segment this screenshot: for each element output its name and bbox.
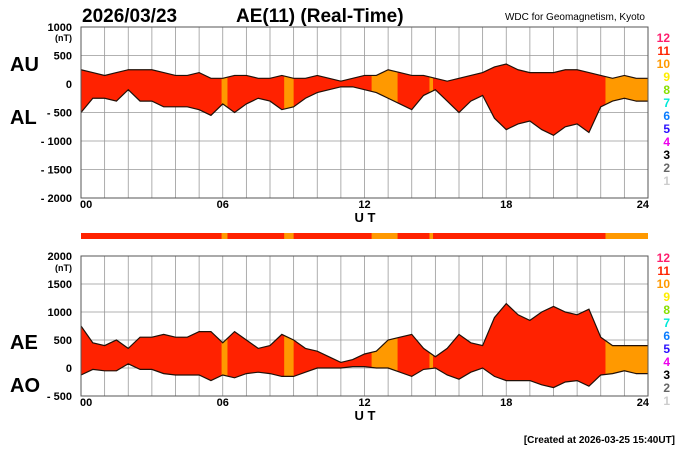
station-count-legend-5: 5 [663, 122, 670, 136]
series-line-al [80, 86, 648, 136]
created-footer: [Created at 2026-03-25 15:40UT] [524, 435, 675, 446]
unit-label-bottom: (nT) [55, 263, 72, 273]
area-fill-10-stations [284, 303, 294, 388]
x-tick-label: 12 [358, 199, 370, 211]
x-axis-label-top: U T [355, 210, 376, 225]
area-fill-10-stations [371, 303, 398, 388]
x-tick-label: 12 [358, 397, 370, 409]
x-tick-label: 00 [80, 397, 92, 409]
chart-title: AE(11) (Real-Time) [236, 6, 404, 27]
y-tick-label: 0 [66, 79, 72, 91]
station-count-legend-6: 6 [663, 329, 670, 343]
station-count-legend-3: 3 [663, 148, 670, 162]
band-11-stations [81, 233, 648, 239]
y-tick-label: 500 [54, 51, 72, 63]
y-tick-label: - 1000 [41, 136, 72, 148]
station-count-legend-8: 8 [663, 83, 670, 97]
au-label: AU [10, 54, 39, 76]
station-count-legend-11: 11 [657, 44, 670, 58]
y-tick-label: 1000 [48, 22, 72, 34]
station-count-legend-7: 7 [663, 316, 670, 330]
station-count-legend-2: 2 [663, 381, 670, 395]
series-line-au [80, 63, 648, 82]
station-count-legend-12: 12 [657, 31, 671, 45]
station-count-legend-8: 8 [663, 303, 670, 317]
station-count-legend-9: 9 [663, 290, 670, 304]
al-label: AL [10, 107, 37, 129]
plot-frame [80, 26, 649, 199]
station-count-legend-5: 5 [663, 342, 670, 356]
series-line-ae [80, 302, 648, 364]
station-count-legend-7: 7 [663, 96, 670, 110]
station-count-legend-1: 1 [663, 174, 670, 188]
band-10-stations [605, 233, 648, 239]
x-tick-label: 18 [500, 199, 512, 211]
y-tick-label: - 500 [47, 108, 72, 120]
x-tick-label: 00 [80, 199, 92, 211]
station-count-legend-6: 6 [663, 109, 670, 123]
ae-label: AE [10, 332, 38, 354]
date-title: 2026/03/23 [82, 6, 177, 27]
station-count-legend-10: 10 [657, 277, 671, 291]
plot-frame [80, 255, 649, 397]
band-10-stations [371, 233, 398, 239]
x-tick-label: 18 [500, 397, 512, 409]
x-tick-label: 06 [217, 397, 229, 409]
station-count-legend-2: 2 [663, 161, 670, 175]
y-tick-label: 0 [66, 363, 72, 375]
series-line-ao [80, 363, 648, 389]
area-fill-10-stations [605, 303, 648, 388]
y-tick-label: - 1500 [41, 165, 72, 177]
station-count-legend-3: 3 [663, 368, 670, 382]
band-10-stations [284, 233, 294, 239]
band-10-stations [429, 233, 434, 239]
source-label: WDC for Geomagnetism, Kyoto [505, 12, 645, 23]
y-tick-label: - 500 [47, 391, 72, 403]
area-fill-10-stations [221, 64, 228, 136]
station-count-legend-4: 4 [663, 135, 670, 149]
x-tick-label: 24 [637, 199, 650, 211]
y-tick-label: 1000 [48, 307, 72, 319]
band-10-stations [221, 233, 228, 239]
station-count-legend-12: 12 [657, 251, 671, 265]
y-tick-label: - 2000 [41, 193, 72, 205]
station-count-band [81, 233, 648, 239]
station-count-legend-10: 10 [657, 57, 671, 71]
x-tick-label: 06 [217, 199, 229, 211]
station-count-legend-11: 11 [657, 264, 670, 278]
x-axis-label-bottom: U T [355, 408, 376, 423]
unit-label-top: (nT) [55, 33, 72, 43]
station-count-legend-1: 1 [663, 394, 670, 408]
station-count-legend-9: 9 [663, 70, 670, 84]
y-tick-label: 500 [54, 335, 72, 347]
area-fill-10-stations [221, 303, 228, 388]
x-tick-label: 24 [637, 397, 650, 409]
y-tick-label: 1500 [48, 279, 72, 291]
station-count-legend-4: 4 [663, 355, 670, 369]
area-fill-10-stations [284, 64, 294, 136]
ao-label: AO [10, 375, 40, 397]
y-tick-label: 2000 [48, 251, 72, 263]
area-fill-10-stations [429, 303, 434, 388]
